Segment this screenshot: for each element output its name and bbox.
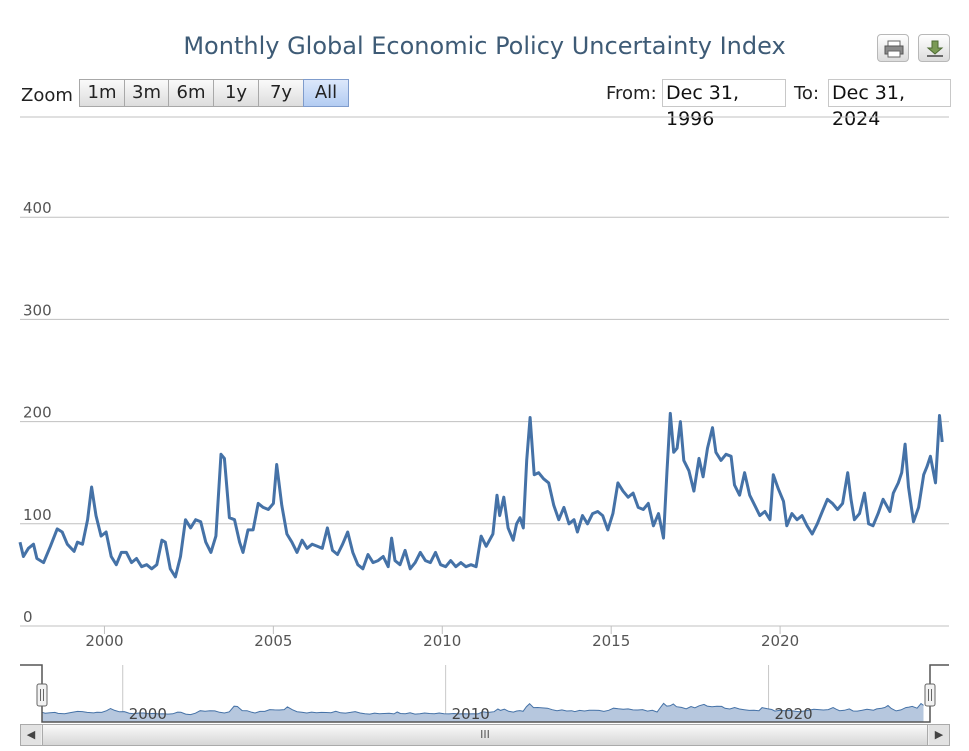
y-tick-label: 300 (23, 301, 52, 319)
zoom-1m-button[interactable]: 1m (79, 79, 125, 107)
zoom-7y-button[interactable]: 7y (258, 79, 304, 107)
navigator-tick-label: 2020 (775, 705, 813, 723)
chart-title: Monthly Global Economic Policy Uncertain… (183, 32, 786, 60)
y-tick-label: 200 (23, 404, 52, 422)
download-button[interactable] (918, 34, 950, 62)
x-tick-label: 2015 (592, 632, 630, 650)
to-label: To: (794, 83, 820, 104)
print-button[interactable] (877, 34, 909, 62)
from-label: From: (606, 83, 657, 104)
y-tick-label: 100 (23, 506, 52, 524)
from-date-input[interactable]: Dec 31, 1996 (662, 79, 786, 130)
zoom-all-button[interactable]: All (303, 79, 349, 107)
scroll-left-arrow[interactable]: ◀ (21, 725, 41, 745)
zoom-1y-button[interactable]: 1y (213, 79, 259, 107)
series-line (18, 411, 944, 579)
y-tick-label: 400 (23, 199, 52, 217)
to-date-input[interactable]: Dec 31, 2024 (828, 79, 951, 130)
y-tick-label: 0 (23, 608, 33, 626)
scrollbar-grip-icon: III (480, 728, 490, 741)
zoom-6m-button[interactable]: 6m (168, 79, 214, 107)
printer-icon (884, 40, 904, 58)
x-tick-label: 2020 (761, 632, 799, 650)
x-tick-label: 2010 (423, 632, 461, 650)
scrollbar-thumb[interactable]: III (42, 725, 928, 745)
scroll-right-arrow[interactable]: ▶ (929, 725, 949, 745)
navigator-right-handle[interactable] (924, 683, 936, 707)
download-icon (926, 40, 944, 57)
navigator-outline (20, 664, 949, 723)
navigator-tick-label: 2010 (452, 705, 490, 723)
x-tick-label: 2000 (85, 632, 123, 650)
zoom-label: Zoom (21, 85, 73, 106)
navigator-line (41, 702, 924, 716)
navigator-area (42, 703, 924, 722)
x-tick-label: 2005 (254, 632, 292, 650)
navigator-scrollbar[interactable]: ◀ III ▶ (20, 724, 950, 746)
navigator-left-handle[interactable] (36, 683, 48, 707)
navigator-tick-label: 2000 (129, 705, 167, 723)
